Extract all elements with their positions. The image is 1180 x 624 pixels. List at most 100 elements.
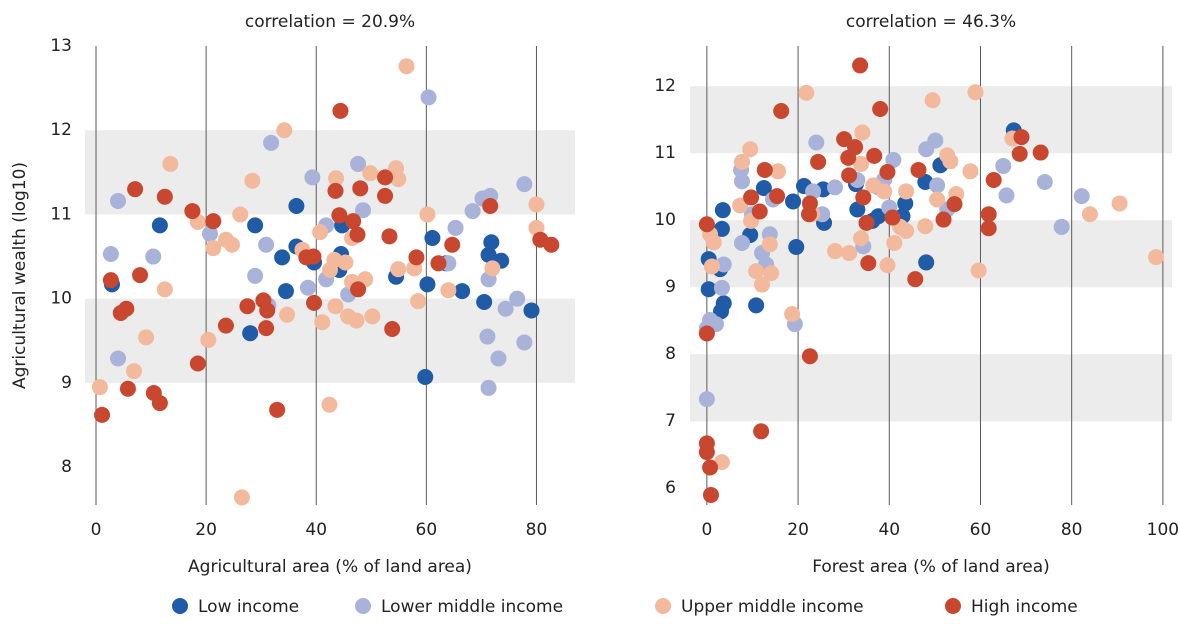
point bbox=[784, 306, 801, 323]
point bbox=[269, 401, 286, 418]
point bbox=[743, 189, 760, 206]
point bbox=[1148, 249, 1165, 266]
point bbox=[258, 236, 275, 253]
point bbox=[847, 139, 864, 156]
point bbox=[350, 155, 367, 172]
point bbox=[703, 258, 720, 275]
point bbox=[327, 298, 344, 315]
point bbox=[349, 226, 366, 243]
point bbox=[430, 255, 447, 272]
point bbox=[698, 444, 715, 461]
point bbox=[377, 187, 394, 204]
point bbox=[390, 171, 407, 188]
point bbox=[855, 189, 872, 206]
legend-swatch bbox=[355, 598, 371, 614]
point bbox=[352, 180, 369, 197]
point bbox=[348, 312, 365, 329]
point bbox=[884, 209, 901, 226]
x-axis-label: Agricultural area (% of land area) bbox=[188, 557, 472, 577]
point bbox=[841, 245, 858, 262]
point bbox=[151, 395, 168, 412]
point bbox=[410, 293, 427, 310]
point bbox=[769, 188, 786, 205]
x-tick-label: 60 bbox=[970, 520, 992, 540]
point bbox=[480, 246, 497, 263]
point bbox=[205, 240, 222, 257]
point bbox=[233, 489, 250, 506]
point bbox=[1111, 195, 1128, 212]
panel: 6 7 8 9 10 11 12 0 20 40 60 80 100 correlation = 46.3… bbox=[654, 12, 1179, 577]
point bbox=[879, 163, 896, 180]
point bbox=[299, 279, 316, 296]
point bbox=[224, 236, 240, 253]
point bbox=[849, 201, 866, 218]
point bbox=[715, 256, 732, 273]
point bbox=[312, 224, 329, 241]
point bbox=[331, 207, 348, 224]
point bbox=[350, 281, 367, 298]
point bbox=[841, 167, 858, 184]
point bbox=[898, 222, 915, 239]
point bbox=[755, 180, 772, 197]
point bbox=[733, 235, 750, 252]
y-tick-label: 11 bbox=[654, 143, 676, 163]
x-tick-label: 20 bbox=[787, 520, 809, 540]
point bbox=[482, 198, 499, 215]
point bbox=[1081, 206, 1098, 223]
point bbox=[126, 363, 142, 380]
point bbox=[785, 193, 802, 210]
point bbox=[761, 236, 778, 253]
y-tick-label: 7 bbox=[665, 411, 676, 431]
point bbox=[184, 203, 201, 220]
point bbox=[408, 249, 425, 266]
point bbox=[742, 141, 759, 158]
point bbox=[1073, 188, 1090, 205]
point bbox=[853, 155, 870, 172]
point bbox=[276, 122, 293, 139]
point bbox=[279, 306, 296, 323]
x-tick-label: 0 bbox=[701, 520, 712, 540]
point bbox=[866, 147, 883, 164]
band bbox=[690, 354, 1172, 422]
point bbox=[773, 102, 790, 119]
point bbox=[91, 379, 108, 396]
point bbox=[801, 348, 818, 365]
x-tick-label: 80 bbox=[526, 520, 548, 540]
point bbox=[259, 302, 276, 319]
point bbox=[337, 254, 354, 271]
point bbox=[808, 134, 825, 151]
point bbox=[870, 208, 887, 225]
y-tick-label: 12 bbox=[654, 76, 676, 96]
point bbox=[362, 165, 379, 182]
x-axis-label: Forest area (% of land area) bbox=[812, 557, 1050, 577]
point bbox=[328, 170, 345, 187]
point bbox=[94, 406, 111, 423]
point bbox=[970, 262, 987, 279]
x-tick-label: 80 bbox=[1061, 520, 1083, 540]
point bbox=[523, 302, 540, 319]
point bbox=[189, 355, 206, 372]
y-tick-label: 9 bbox=[665, 277, 676, 297]
point bbox=[258, 320, 275, 337]
point bbox=[962, 163, 979, 180]
point bbox=[714, 202, 731, 219]
point bbox=[464, 203, 481, 220]
point bbox=[217, 317, 234, 334]
y-tick-label: 10 bbox=[654, 210, 676, 230]
point bbox=[263, 134, 280, 151]
point bbox=[398, 58, 415, 75]
point bbox=[1053, 218, 1070, 235]
point bbox=[897, 195, 914, 212]
point bbox=[929, 177, 946, 194]
point bbox=[756, 161, 773, 178]
point bbox=[929, 191, 946, 208]
point bbox=[247, 267, 264, 284]
point bbox=[119, 380, 136, 397]
legend-label: Upper middle income bbox=[681, 597, 864, 617]
legend-swatch bbox=[172, 598, 188, 614]
point bbox=[102, 272, 119, 289]
y-tick-label: 12 bbox=[50, 120, 72, 140]
point bbox=[967, 84, 984, 101]
point bbox=[836, 131, 853, 148]
